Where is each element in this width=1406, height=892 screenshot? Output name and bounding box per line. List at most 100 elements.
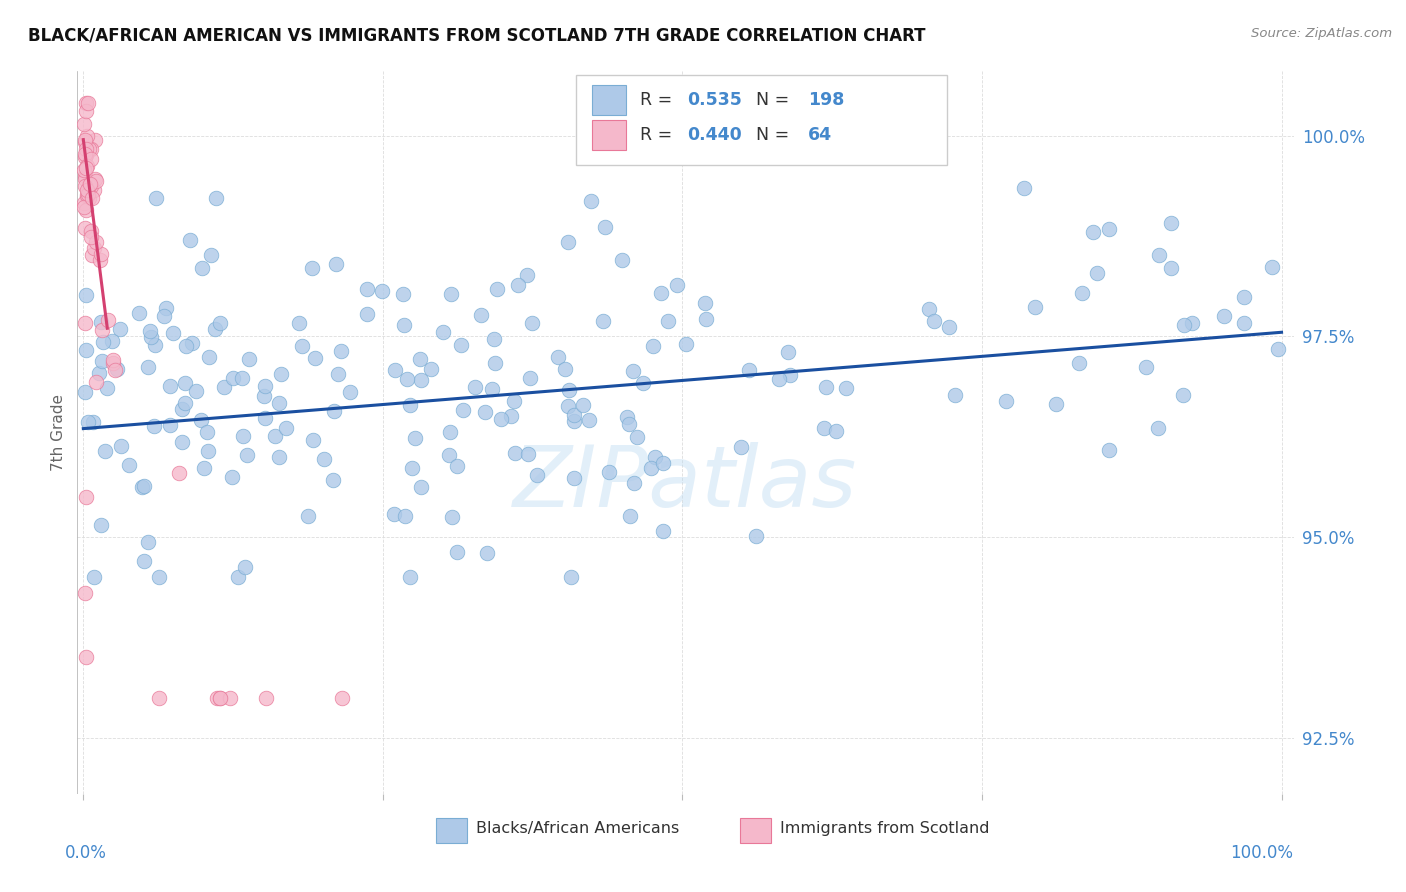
Point [233, 559, 256, 574]
Point [503, 393, 526, 408]
Point [779, 368, 801, 383]
Point [143, 419, 166, 434]
Point [83, 183, 105, 197]
Point [101, 356, 124, 370]
Point [547, 351, 569, 365]
Point [1213, 309, 1236, 323]
Point [94, 444, 117, 458]
Point [226, 570, 249, 584]
Point [302, 433, 325, 447]
Point [77, 183, 100, 197]
Text: R =: R = [640, 126, 678, 144]
Point [108, 322, 131, 336]
Point [1071, 286, 1094, 301]
Point [825, 424, 848, 438]
Point [76, 161, 98, 176]
Text: Immigrants from Scotland: Immigrants from Scotland [780, 821, 990, 836]
Point [79, 177, 101, 191]
Text: 64: 64 [808, 126, 832, 144]
Point [695, 312, 717, 326]
Point [195, 425, 218, 439]
Point [382, 508, 405, 522]
Point [82, 416, 104, 430]
Point [132, 479, 155, 493]
Point [75, 220, 97, 235]
Point [1085, 266, 1108, 280]
Bar [592, 120, 626, 150]
Point [322, 474, 344, 488]
Point [270, 367, 292, 381]
Point [1012, 181, 1035, 195]
Point [598, 465, 620, 479]
Point [578, 413, 600, 427]
Point [269, 450, 291, 465]
Point [1173, 318, 1195, 332]
Point [619, 508, 641, 523]
Point [560, 570, 582, 584]
Point [254, 379, 277, 393]
Point [204, 321, 226, 335]
Point [404, 431, 426, 445]
Point [172, 401, 194, 416]
Point [623, 476, 645, 491]
Point [110, 439, 132, 453]
Point [253, 411, 276, 425]
Point [75, 490, 97, 504]
Point [73, 135, 96, 149]
Point [179, 233, 201, 247]
Text: Blacks/African Americans: Blacks/African Americans [477, 821, 679, 836]
Point [80, 224, 103, 238]
Point [97, 313, 120, 327]
Point [162, 326, 184, 340]
Point [612, 253, 634, 268]
Point [75, 343, 97, 358]
Point [304, 351, 326, 365]
Point [84, 174, 107, 188]
Point [411, 480, 433, 494]
Point [101, 334, 124, 349]
Point [83, 241, 105, 255]
Point [208, 690, 231, 705]
Point [232, 429, 254, 443]
Point [204, 191, 226, 205]
Point [269, 396, 291, 410]
Point [84, 235, 107, 249]
Point [82, 191, 104, 205]
Point [737, 362, 759, 376]
Point [145, 191, 167, 205]
Point [132, 554, 155, 568]
Point [439, 425, 461, 440]
Point [918, 302, 941, 317]
Point [475, 546, 498, 560]
Point [90, 315, 112, 329]
Point [464, 380, 486, 394]
Point [89, 252, 111, 267]
Point [159, 379, 181, 393]
Point [152, 309, 174, 323]
Point [401, 460, 423, 475]
Point [82, 248, 104, 262]
Point [141, 330, 163, 344]
Point [1149, 248, 1171, 262]
Bar [740, 818, 770, 843]
Point [207, 690, 229, 705]
Point [835, 381, 858, 395]
Point [77, 187, 100, 202]
Point [506, 277, 529, 292]
Point [1233, 290, 1256, 304]
Point [411, 373, 433, 387]
Point [626, 430, 648, 444]
Point [1067, 356, 1090, 370]
Point [264, 428, 287, 442]
Point [221, 470, 243, 484]
Point [76, 183, 98, 197]
Point [650, 285, 672, 300]
Point [562, 470, 585, 484]
Point [79, 142, 101, 156]
Point [651, 524, 673, 538]
Point [641, 338, 664, 352]
Point [291, 339, 314, 353]
Point [657, 314, 679, 328]
Point [581, 194, 603, 208]
Point [222, 371, 245, 385]
